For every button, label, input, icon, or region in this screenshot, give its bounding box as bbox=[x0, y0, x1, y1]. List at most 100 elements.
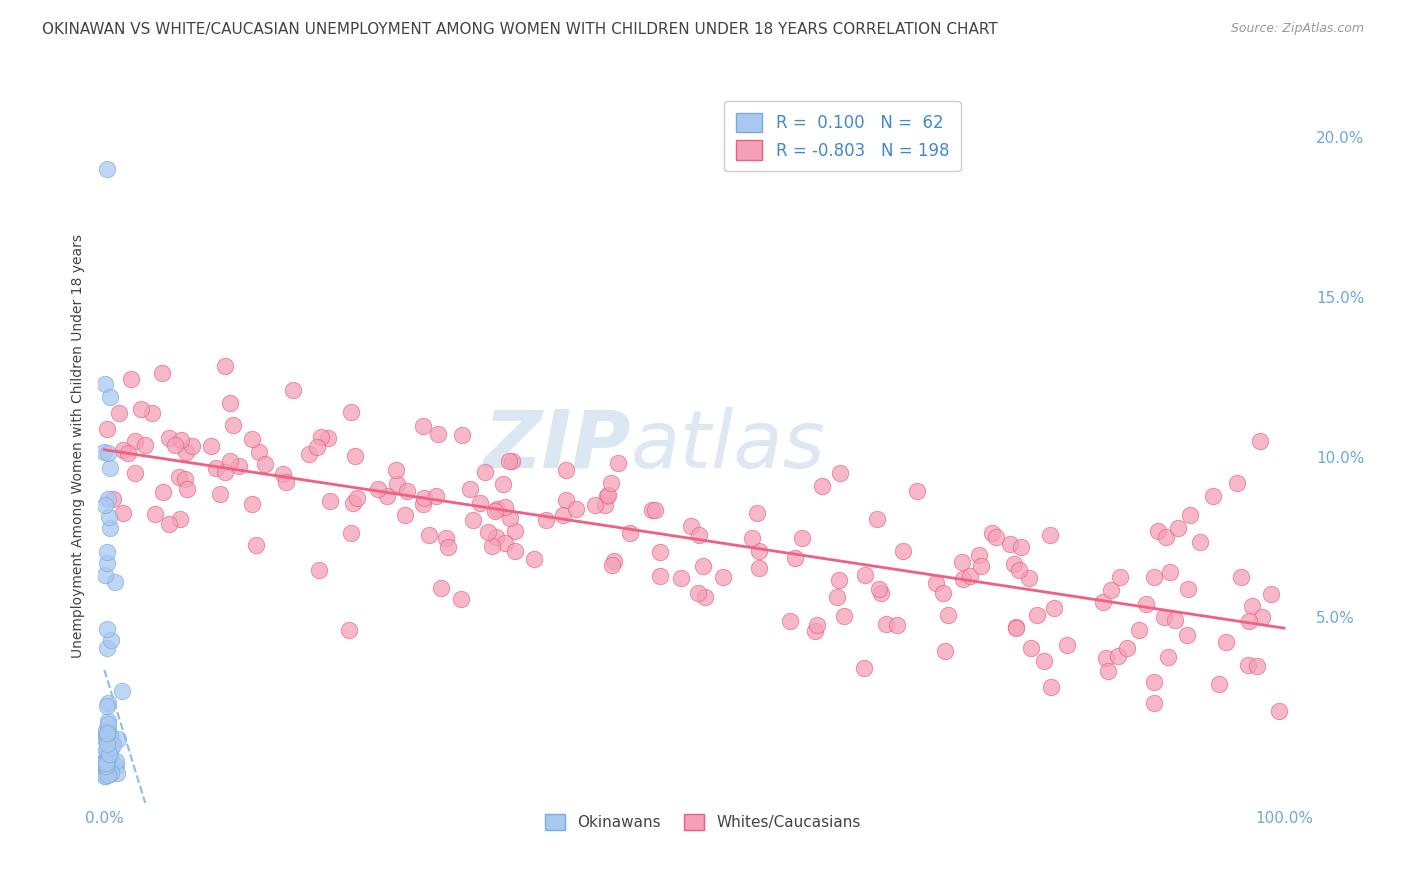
Point bbox=[1153, 610, 1175, 624]
Point bbox=[1097, 664, 1119, 678]
Point bbox=[477, 524, 499, 539]
Point bbox=[253, 457, 276, 471]
Point bbox=[1115, 641, 1137, 656]
Point bbox=[96, 545, 118, 559]
Point bbox=[96, 747, 118, 762]
Point bbox=[97, 751, 120, 765]
Point bbox=[105, 765, 128, 780]
Point bbox=[96, 762, 118, 776]
Point bbox=[606, 456, 628, 470]
Point bbox=[245, 538, 267, 552]
Point bbox=[644, 503, 666, 517]
Point bbox=[619, 525, 641, 540]
Point bbox=[494, 536, 516, 550]
Point bbox=[1229, 569, 1251, 583]
Point bbox=[1268, 704, 1291, 718]
Point bbox=[96, 716, 118, 731]
Point bbox=[412, 497, 434, 511]
Point bbox=[174, 472, 197, 486]
Point bbox=[1188, 535, 1211, 549]
Point bbox=[96, 726, 118, 740]
Point bbox=[1250, 610, 1272, 624]
Point bbox=[94, 742, 117, 756]
Point bbox=[96, 162, 118, 177]
Point bbox=[309, 430, 332, 444]
Point bbox=[648, 545, 671, 559]
Point bbox=[468, 496, 491, 510]
Point bbox=[866, 512, 889, 526]
Point bbox=[104, 574, 127, 589]
Point bbox=[598, 487, 620, 501]
Point bbox=[669, 570, 692, 584]
Point bbox=[340, 525, 363, 540]
Point bbox=[681, 519, 703, 533]
Point bbox=[980, 526, 1002, 541]
Point bbox=[97, 714, 120, 729]
Point bbox=[97, 722, 120, 736]
Point bbox=[240, 432, 263, 446]
Point bbox=[1056, 638, 1078, 652]
Point bbox=[1008, 563, 1031, 577]
Point bbox=[96, 761, 118, 775]
Point bbox=[97, 755, 120, 769]
Point bbox=[308, 563, 330, 577]
Point bbox=[437, 540, 460, 554]
Point bbox=[205, 460, 228, 475]
Point bbox=[169, 470, 191, 484]
Point bbox=[209, 487, 232, 501]
Point bbox=[748, 543, 770, 558]
Point bbox=[342, 496, 364, 510]
Point bbox=[555, 463, 578, 477]
Point bbox=[603, 554, 626, 568]
Point bbox=[412, 419, 434, 434]
Point bbox=[298, 447, 321, 461]
Point bbox=[741, 531, 763, 545]
Point bbox=[98, 520, 121, 534]
Point bbox=[536, 513, 558, 527]
Point bbox=[481, 539, 503, 553]
Point bbox=[319, 494, 342, 508]
Point bbox=[1167, 520, 1189, 534]
Point bbox=[214, 359, 236, 373]
Point bbox=[1147, 524, 1170, 539]
Point bbox=[1095, 651, 1118, 665]
Point bbox=[134, 438, 156, 452]
Point bbox=[111, 684, 134, 698]
Point bbox=[94, 760, 117, 774]
Text: atlas: atlas bbox=[630, 407, 825, 485]
Point bbox=[176, 483, 198, 497]
Point bbox=[952, 572, 974, 586]
Point bbox=[1143, 570, 1166, 584]
Point bbox=[247, 445, 270, 459]
Point bbox=[688, 528, 710, 542]
Point bbox=[96, 622, 118, 636]
Point bbox=[394, 508, 416, 523]
Point bbox=[169, 512, 191, 526]
Point bbox=[436, 532, 458, 546]
Point bbox=[779, 614, 801, 628]
Point bbox=[124, 434, 146, 449]
Point bbox=[595, 489, 617, 503]
Point bbox=[1202, 489, 1225, 503]
Point bbox=[93, 769, 115, 783]
Point bbox=[868, 582, 890, 596]
Point bbox=[932, 586, 955, 600]
Point bbox=[936, 608, 959, 623]
Point bbox=[886, 618, 908, 632]
Point bbox=[395, 484, 418, 499]
Point bbox=[1000, 537, 1022, 551]
Point bbox=[934, 644, 956, 658]
Point bbox=[425, 489, 447, 503]
Point bbox=[503, 544, 526, 558]
Point bbox=[1143, 674, 1166, 689]
Point bbox=[94, 759, 117, 773]
Point bbox=[827, 591, 849, 605]
Point bbox=[745, 506, 768, 520]
Point bbox=[925, 576, 948, 591]
Point bbox=[1092, 595, 1115, 609]
Point bbox=[97, 768, 120, 782]
Point bbox=[803, 624, 825, 638]
Point bbox=[152, 484, 174, 499]
Point bbox=[498, 453, 520, 467]
Point bbox=[98, 461, 121, 475]
